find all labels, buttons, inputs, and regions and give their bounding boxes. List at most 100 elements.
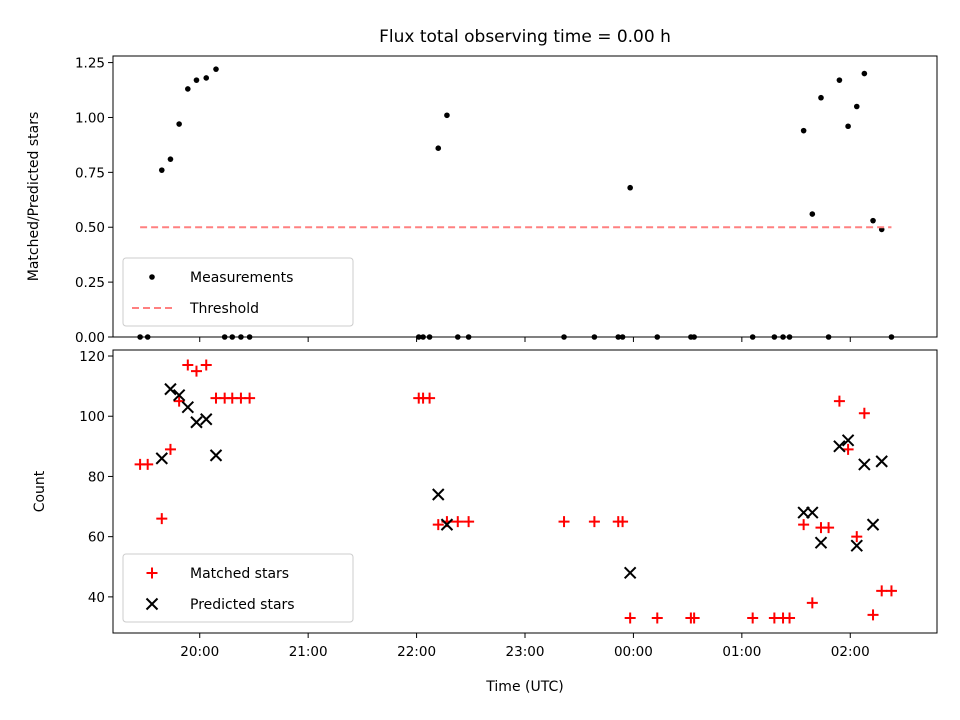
matched-star-point — [558, 516, 570, 528]
predicted-star-point — [814, 536, 828, 549]
predicted-star-point — [190, 416, 203, 429]
matched-star-point — [173, 395, 185, 407]
y-axis-label: Count — [32, 470, 48, 512]
measurement-point — [627, 184, 633, 191]
measurement-point — [800, 127, 807, 134]
predicted-star-point — [432, 488, 445, 501]
y-tick-label: 80 — [88, 469, 105, 485]
axes-frame — [112, 349, 938, 634]
y-tick-label: 0.00 — [75, 330, 105, 346]
y-axis-label: Matched/Predicted stars — [26, 112, 42, 282]
legend-matched-swatch — [146, 567, 158, 579]
measurement-point — [158, 167, 165, 173]
plot-area — [137, 66, 895, 340]
predicted-star-point — [623, 566, 637, 579]
predicted-star-point — [858, 458, 871, 471]
x-tick-label: 01:00 — [722, 644, 761, 660]
predicted-star-point — [850, 539, 863, 552]
plot-area — [134, 359, 897, 624]
matched-star-point — [833, 395, 845, 407]
legend-measurement-swatch — [149, 274, 155, 280]
predicted-star-point — [841, 434, 855, 447]
measurement-point — [818, 94, 824, 101]
legend: Measurements Threshold — [122, 257, 354, 327]
legend-label: Matched stars — [190, 566, 289, 582]
matched-star-point — [842, 443, 854, 455]
y-tick-label: 100 — [79, 409, 105, 425]
predicted-star-point — [875, 455, 888, 468]
legend-box — [122, 257, 354, 327]
matched-star-point — [851, 531, 863, 543]
matched-star-point — [463, 516, 475, 528]
x-tick-label: 23:00 — [506, 644, 545, 660]
measurement-point — [176, 121, 182, 127]
matched-star-point — [876, 585, 888, 597]
legend-predicted-swatch — [145, 597, 159, 611]
predicted-star-point — [806, 506, 819, 519]
predicted-star-point — [866, 518, 880, 531]
matched-star-point — [651, 612, 663, 624]
measurement-point — [185, 86, 191, 92]
y-tick-label: 1.25 — [75, 56, 105, 72]
y-tick-label: 0.75 — [75, 165, 105, 181]
predicted-star-point — [209, 449, 223, 462]
predicted-star-point — [172, 388, 186, 402]
legend-label: Threshold — [189, 301, 259, 317]
matched-star-point — [142, 458, 154, 470]
legend: Matched stars Predicted stars — [122, 553, 354, 623]
matched-star-point — [798, 519, 810, 531]
x-tick-label: 00:00 — [614, 644, 653, 660]
matched-star-point — [885, 585, 897, 597]
y-tick-label: 0.25 — [75, 275, 105, 291]
measurement-point — [845, 123, 851, 130]
x-tick-label: 20:00 — [180, 644, 219, 660]
matched-star-point — [747, 612, 759, 624]
measurement-point — [213, 66, 219, 72]
matched-star-point — [806, 597, 818, 609]
x-tick-label: 22:00 — [397, 644, 436, 660]
matched-star-point — [784, 612, 796, 624]
measurement-point — [809, 211, 816, 217]
measurement-point — [444, 112, 450, 119]
measurement-point — [193, 77, 200, 83]
x-axis-label: Time (UTC) — [485, 679, 563, 695]
matched-star-point — [432, 519, 444, 531]
measurement-point — [870, 217, 876, 224]
matched-star-point — [424, 392, 436, 404]
y-tick-label: 1.00 — [75, 110, 105, 126]
measurement-point — [853, 103, 860, 110]
matched-star-point — [200, 359, 212, 371]
y-tick-label: 40 — [88, 590, 105, 606]
x-tick-label: 02:00 — [831, 644, 870, 660]
chart-title: Flux total observing time = 0.00 h — [379, 27, 671, 47]
legend-label: Measurements — [190, 270, 293, 286]
matched-star-point — [858, 407, 870, 419]
x-tick-label: 21:00 — [289, 644, 328, 660]
matched-star-point — [588, 516, 600, 528]
y-tick-label: 120 — [79, 349, 105, 365]
measurement-point — [435, 145, 442, 152]
top-panel: Matched/Predicted stars 0.00 0.25 0.50 0.75 1… — [26, 55, 938, 346]
measurement-point — [861, 70, 868, 77]
predicted-star-point — [833, 440, 846, 453]
y-tick-label: 60 — [88, 530, 105, 546]
measurement-point — [167, 156, 174, 162]
predicted-star-point — [440, 518, 454, 531]
predicted-star-point — [164, 382, 177, 396]
matched-star-point — [156, 513, 168, 525]
bottom-panel: Count 40 60 80 100 120 20:00 21:00 22:00 23:00 00:… — [32, 349, 938, 695]
matched-star-point — [624, 612, 636, 624]
legend-box — [122, 553, 354, 623]
y-tick-label: 0.50 — [75, 220, 105, 236]
matched-star-point — [617, 516, 629, 528]
predicted-star-point — [200, 413, 213, 426]
matched-star-point — [244, 392, 256, 404]
matched-star-point — [867, 609, 879, 621]
matched-star-point — [688, 612, 700, 624]
predicted-star-point — [181, 400, 195, 414]
matched-star-point — [190, 365, 202, 377]
matched-star-point — [823, 522, 835, 534]
matched-star-point — [164, 443, 176, 455]
matched-star-point — [182, 359, 194, 371]
predicted-star-point — [155, 452, 168, 465]
